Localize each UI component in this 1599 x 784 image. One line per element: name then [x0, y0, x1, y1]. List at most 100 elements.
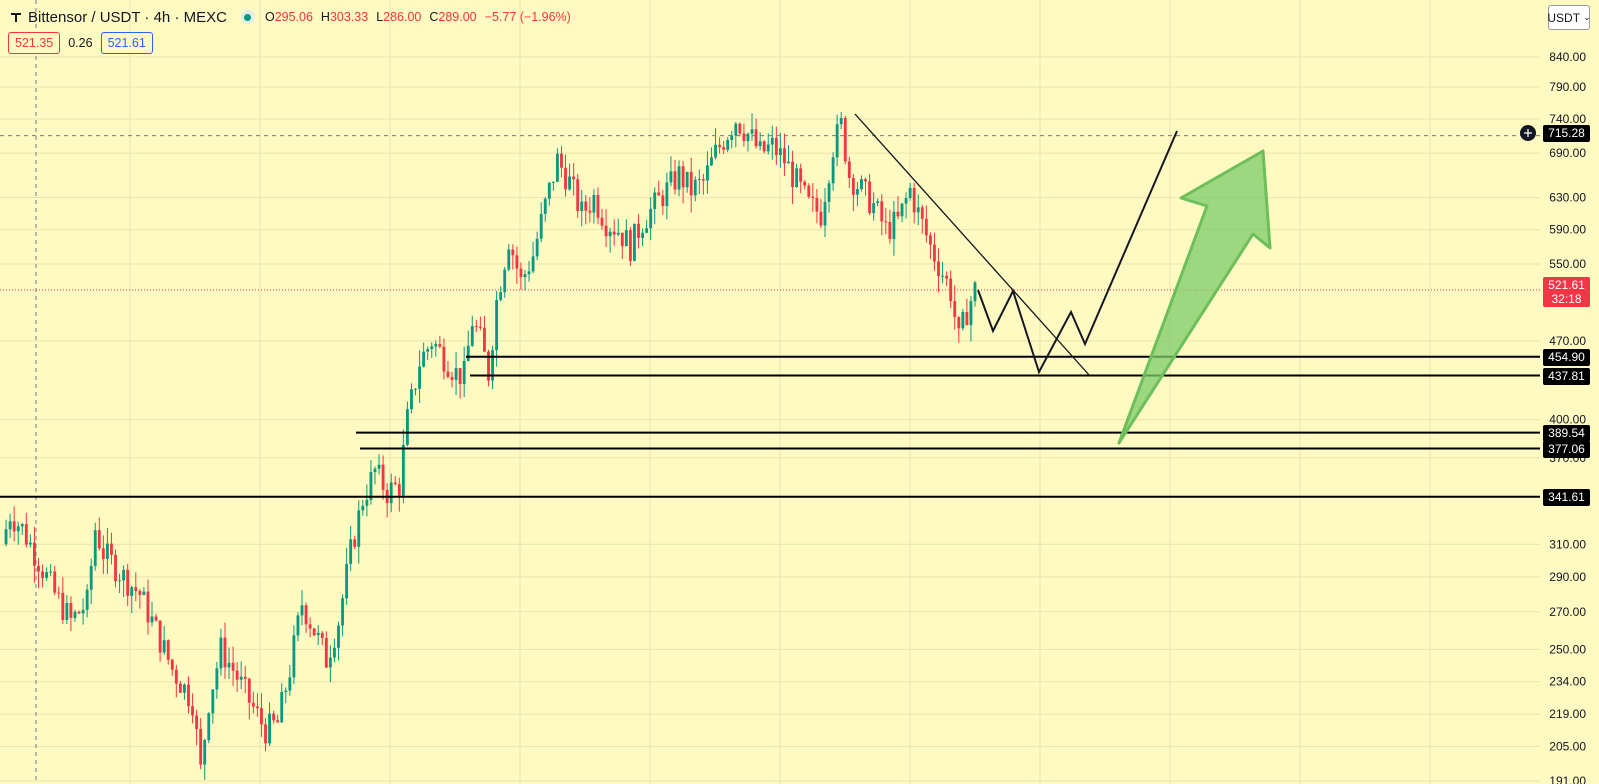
candle-body: [77, 611, 81, 614]
candle-body: [118, 580, 121, 582]
candle-body: [430, 346, 434, 350]
candle-body: [296, 615, 300, 636]
candle-body: [685, 171, 689, 188]
candle-body: [693, 179, 697, 196]
candle-body: [126, 569, 130, 596]
sell-price-button[interactable]: 521.35: [8, 32, 61, 54]
spread-value: 0.26: [68, 36, 93, 50]
candle-body: [551, 181, 555, 183]
candle-body: [778, 148, 782, 156]
candle-body: [418, 366, 421, 389]
candle-body: [158, 620, 162, 653]
candle-body: [73, 611, 77, 618]
candle-body: [754, 129, 758, 147]
last-price-value: 521.61: [1548, 278, 1585, 292]
candle-body: [499, 292, 503, 300]
candle-body: [503, 269, 507, 293]
candle-body: [511, 249, 515, 256]
candle-body: [823, 201, 827, 226]
candle-body: [264, 724, 267, 744]
candle-body: [397, 484, 401, 496]
buy-price-button[interactable]: 521.61: [100, 32, 153, 54]
candle-body: [288, 677, 292, 691]
candle-body: [154, 616, 158, 621]
candle-body: [377, 464, 381, 469]
candle-body: [734, 123, 738, 136]
candle-body: [458, 368, 462, 385]
currency-selector[interactable]: USDT ⌄: [1547, 5, 1591, 30]
candle-body: [414, 388, 417, 390]
candle-body: [689, 171, 693, 196]
candle-body: [961, 311, 965, 329]
add-alert-icon[interactable]: [1520, 125, 1536, 141]
candle-body: [710, 157, 713, 166]
candle-body: [746, 133, 750, 142]
candle-body: [884, 221, 888, 223]
candle-body: [191, 706, 194, 716]
candle-body: [750, 129, 754, 134]
candle-body: [333, 647, 336, 658]
y-tick-label: 290.00: [1549, 570, 1586, 584]
candle-body: [134, 587, 138, 592]
candle-body: [405, 409, 409, 445]
candle-body: [300, 605, 304, 616]
candle-body: [637, 223, 640, 238]
candle-body: [851, 177, 855, 195]
candle-body: [628, 230, 632, 261]
candle-body: [661, 195, 665, 207]
candle-body: [665, 182, 669, 207]
candle-body: [924, 218, 928, 236]
candle-body: [507, 249, 511, 270]
level-tag-3: 389.54: [1543, 425, 1590, 442]
candle-body: [12, 521, 16, 532]
currency-label: USDT: [1547, 10, 1581, 25]
candle-body: [255, 706, 259, 709]
candle-body: [547, 182, 551, 199]
candle-body: [572, 176, 576, 180]
candle-body: [770, 137, 774, 145]
ohlc-close: C289.00: [429, 10, 477, 24]
y-tick-label: 400.00: [1549, 413, 1586, 427]
candle-body: [677, 166, 681, 190]
candle-body: [868, 181, 872, 214]
candle-body: [474, 326, 478, 328]
candle-body: [543, 198, 547, 214]
candle-body: [519, 268, 523, 278]
candle-body: [876, 201, 880, 204]
candle-body: [815, 198, 819, 212]
y-tick-label: 590.00: [1549, 223, 1586, 237]
candle-body: [580, 201, 584, 212]
y-tick-label: 310.00: [1549, 537, 1586, 551]
y-tick-label: 250.00: [1549, 642, 1586, 656]
candle-body: [953, 301, 957, 318]
candle-body: [105, 543, 109, 559]
candle-body: [130, 587, 134, 596]
candle-body: [219, 637, 223, 669]
candle-body: [174, 669, 178, 684]
candle-body: [831, 157, 835, 184]
candle-body: [523, 274, 527, 278]
bittensor-logo-icon: [8, 9, 24, 25]
chevron-down-icon: ⌄: [1583, 12, 1591, 22]
candle-body: [438, 344, 442, 347]
candle-body: [41, 571, 44, 578]
symbol-title[interactable]: Bittensor / USDT · 4h · MEXC: [28, 8, 227, 26]
candle-body: [85, 589, 89, 610]
candle-body: [142, 591, 146, 595]
candle-body: [37, 565, 40, 572]
bullish-arrow: [1117, 149, 1272, 445]
last-price-tag: 521.61 32:18: [1543, 277, 1590, 307]
y-tick-label: 550.00: [1549, 257, 1586, 271]
candle-body: [223, 637, 227, 668]
candle-body: [807, 185, 811, 197]
level-tag-4: 377.06: [1543, 441, 1590, 458]
candle-body: [819, 211, 823, 226]
candle-body: [795, 168, 799, 187]
candle-body: [207, 713, 211, 741]
bar-countdown: 32:18: [1551, 292, 1582, 306]
trendline: [854, 113, 1091, 377]
candle-body: [199, 728, 203, 765]
price-axis: 840.00 790.00 740.00 690.00 630.00 590.00 550.…: [1549, 50, 1586, 784]
candle-body: [61, 592, 65, 620]
